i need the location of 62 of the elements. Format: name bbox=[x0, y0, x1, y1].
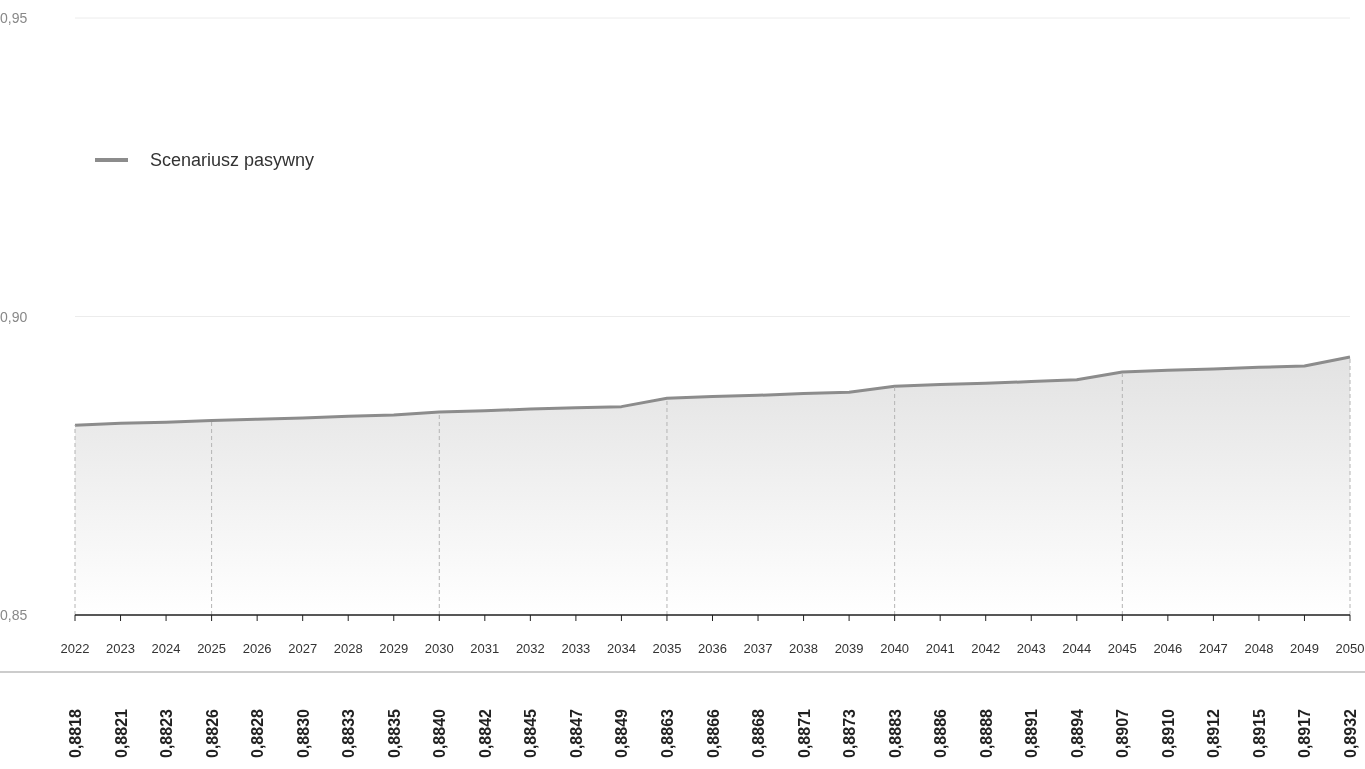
x-tick-label: 2035 bbox=[652, 641, 682, 656]
x-tick-label: 2044 bbox=[1062, 641, 1092, 656]
x-tick-label: 2030 bbox=[424, 641, 454, 656]
data-label: 0,8912 bbox=[1205, 708, 1223, 758]
data-label: 0,8833 bbox=[340, 708, 358, 758]
data-label: 0,8818 bbox=[67, 708, 84, 758]
data-label: 0,8894 bbox=[1068, 708, 1086, 758]
data-label: 0,8821 bbox=[112, 708, 130, 758]
x-tick-label: 2040 bbox=[880, 641, 910, 656]
data-label: 0,8845 bbox=[522, 708, 540, 758]
data-label: 0,8932 bbox=[1342, 708, 1359, 758]
x-tick-label: 2022 bbox=[60, 641, 90, 656]
x-tick-label: 2034 bbox=[606, 641, 636, 656]
data-label: 0,8917 bbox=[1296, 708, 1314, 758]
x-tick-label: 2047 bbox=[1198, 641, 1228, 656]
legend-label: Scenariusz pasywny bbox=[150, 150, 315, 170]
data-label: 0,8849 bbox=[613, 708, 631, 758]
x-tick-label: 2037 bbox=[743, 641, 773, 656]
data-label: 0,8866 bbox=[704, 708, 722, 758]
data-label: 0,8891 bbox=[1023, 708, 1041, 758]
x-tick-label: 2041 bbox=[925, 641, 955, 656]
data-label: 0,8888 bbox=[977, 708, 995, 758]
data-label: 0,8826 bbox=[203, 708, 221, 758]
x-tick-label: 2029 bbox=[379, 641, 409, 656]
x-tick-label: 2027 bbox=[288, 641, 318, 656]
x-tick-label: 2038 bbox=[789, 641, 819, 656]
x-tick-label: 2033 bbox=[561, 641, 591, 656]
x-tick-label: 2024 bbox=[151, 641, 181, 656]
data-label: 0,8828 bbox=[249, 708, 267, 758]
x-tick-label: 2032 bbox=[515, 641, 545, 656]
data-label: 0,8886 bbox=[932, 708, 950, 758]
data-label: 0,8830 bbox=[294, 708, 312, 758]
x-tick-label: 2049 bbox=[1290, 641, 1319, 656]
data-label: 0,8883 bbox=[886, 708, 904, 758]
data-label: 0,8835 bbox=[385, 708, 403, 758]
x-tick-label: 2036 bbox=[698, 641, 727, 656]
data-label: 0,8868 bbox=[750, 708, 768, 758]
x-tick-label: 2048 bbox=[1244, 641, 1274, 656]
y-tick-label: 0,90 bbox=[0, 308, 28, 325]
x-tick-label: 2046 bbox=[1153, 641, 1183, 656]
data-label: 0,8915 bbox=[1250, 708, 1268, 758]
data-label: 0,8863 bbox=[658, 708, 676, 758]
data-label: 0,8907 bbox=[1114, 708, 1132, 758]
data-label: 0,8823 bbox=[158, 708, 176, 758]
x-tick-label: 2028 bbox=[333, 641, 363, 656]
x-tick-label: 2023 bbox=[106, 641, 135, 656]
x-tick-label: 2042 bbox=[971, 641, 1001, 656]
y-tick-label: 0,95 bbox=[0, 10, 28, 26]
x-tick-label: 2026 bbox=[242, 641, 272, 656]
data-label: 0,8842 bbox=[476, 708, 494, 758]
x-tick-label: 2039 bbox=[834, 641, 864, 656]
data-label: 0,8871 bbox=[795, 708, 813, 758]
x-tick-label: 2043 bbox=[1016, 641, 1046, 656]
x-tick-label: 2025 bbox=[197, 641, 227, 656]
data-label: 0,8840 bbox=[431, 708, 449, 758]
x-tick-label: 2045 bbox=[1107, 641, 1137, 656]
y-tick-label: 0,85 bbox=[0, 607, 28, 623]
data-label: 0,8873 bbox=[841, 708, 859, 758]
data-label: 0,8847 bbox=[567, 708, 585, 758]
data-label: 0,8910 bbox=[1159, 708, 1177, 758]
x-tick-label: 2031 bbox=[470, 641, 500, 656]
x-tick-label: 2050 bbox=[1335, 641, 1365, 656]
